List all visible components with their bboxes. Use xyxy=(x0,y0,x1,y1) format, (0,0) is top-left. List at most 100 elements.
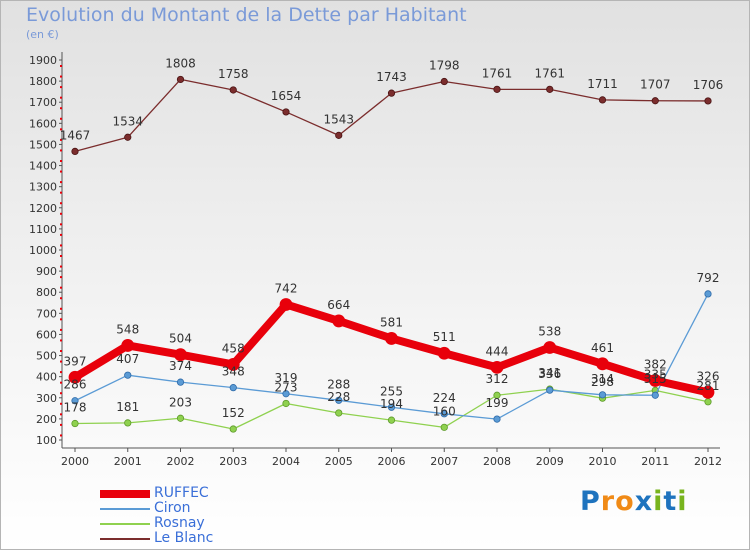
y-minor-tick xyxy=(60,138,62,141)
y-minor-tick xyxy=(60,75,62,78)
x-tick-label: 2008 xyxy=(483,455,511,468)
y-minor-tick xyxy=(60,223,62,226)
x-tick-label: 2001 xyxy=(114,455,142,468)
data-label-le-blanc: 1798 xyxy=(429,59,460,73)
series-layer xyxy=(68,75,715,433)
y-tick-label: 800 xyxy=(36,286,57,299)
data-point-ruffec xyxy=(226,358,240,371)
data-point-ruffec xyxy=(68,370,82,384)
y-tick-label: 300 xyxy=(36,392,57,405)
legend-swatch xyxy=(100,508,150,510)
data-label-ruffec: 397 xyxy=(64,354,87,368)
data-label-le-blanc: 1707 xyxy=(640,78,671,92)
data-point-le-blanc xyxy=(124,133,132,141)
y-minor-tick xyxy=(60,318,62,321)
data-label-ruffec: 538 xyxy=(538,325,561,339)
data-label-rosnay: 273 xyxy=(275,380,298,394)
data-label-ciron: 255 xyxy=(380,384,403,398)
data-label-le-blanc: 1706 xyxy=(693,78,724,92)
legend-swatch xyxy=(100,490,150,498)
series-ciron xyxy=(71,290,712,423)
data-point-ciron xyxy=(704,290,712,298)
data-point-le-blanc xyxy=(282,108,290,116)
y-tick-label: 1300 xyxy=(29,181,57,194)
data-label-rosnay: 228 xyxy=(327,390,350,404)
data-label-le-blanc: 1467 xyxy=(60,128,91,142)
data-label-rosnay: 312 xyxy=(486,372,509,386)
data-label-ciron: 286 xyxy=(64,378,87,392)
y-minor-tick xyxy=(60,128,62,131)
y-tick-label: 1100 xyxy=(29,223,57,236)
legend-swatch xyxy=(100,538,150,540)
data-label-rosnay: 178 xyxy=(64,401,87,415)
y-minor-tick xyxy=(60,160,62,162)
data-point-ciron xyxy=(546,386,554,394)
y-minor-tick xyxy=(60,423,62,426)
data-label-le-blanc: 1534 xyxy=(112,114,143,128)
data-point-ciron xyxy=(493,415,501,423)
x-tick-label: 2012 xyxy=(694,455,722,468)
chart-subtitle: (en €) xyxy=(26,28,59,41)
x-tick-label: 2004 xyxy=(272,455,300,468)
data-point-ruffec xyxy=(543,341,557,354)
series-ruffec xyxy=(68,298,715,399)
y-tick-label: 1000 xyxy=(29,244,57,257)
data-point-ciron xyxy=(71,397,79,405)
data-point-rosnay xyxy=(493,391,501,399)
x-tick-label: 2002 xyxy=(167,455,195,468)
data-label-le-blanc: 1758 xyxy=(218,67,249,81)
data-label-le-blanc: 1761 xyxy=(534,66,565,80)
axes: 100 200 300 400 500 600 700 800 900 1000 1100 1200 1… xyxy=(29,52,722,468)
y-tick-label: 1500 xyxy=(29,138,57,151)
y-tick-label: 1200 xyxy=(29,202,57,215)
data-point-rosnay xyxy=(124,419,132,427)
y-minor-tick xyxy=(60,233,62,236)
y-minor-tick xyxy=(60,360,62,363)
data-label-le-blanc: 1654 xyxy=(271,89,302,103)
data-point-rosnay xyxy=(176,414,185,422)
data-label-ciron: 348 xyxy=(222,365,245,379)
data-point-ciron xyxy=(229,384,237,392)
data-point-le-blanc xyxy=(387,89,396,97)
data-label-ciron: 319 xyxy=(275,371,298,385)
y-minor-tick xyxy=(60,276,62,279)
data-point-ruffec xyxy=(279,298,293,311)
y-tick-label: 1400 xyxy=(29,160,57,173)
data-point-ruffec xyxy=(648,374,662,387)
chart-title: Evolution du Montant de la Dette par Hab… xyxy=(26,4,467,26)
y-tick-label: 500 xyxy=(36,350,57,363)
data-label-ruffec: 382 xyxy=(644,357,667,371)
data-label-ruffec: 511 xyxy=(433,330,456,344)
data-label-rosnay: 298 xyxy=(591,375,614,389)
data-label-rosnay: 341 xyxy=(538,366,561,380)
legend-label: RUFFEC xyxy=(154,485,209,501)
logo-letter: t xyxy=(663,486,678,517)
data-point-ciron xyxy=(124,371,132,379)
data-point-ciron xyxy=(335,396,343,404)
data-point-le-blanc xyxy=(71,147,79,156)
data-point-ruffec xyxy=(701,385,715,399)
data-label-ciron: 407 xyxy=(116,352,139,366)
data-label-ruffec: 581 xyxy=(380,315,403,329)
y-minor-tick xyxy=(60,286,62,289)
data-label-rosnay: 152 xyxy=(222,406,245,420)
y-tick-label: 100 xyxy=(36,434,57,447)
data-label-le-blanc: 1711 xyxy=(587,77,618,91)
legend-label: Le Blanc xyxy=(154,530,214,546)
logo-letter: i xyxy=(677,486,688,517)
y-tick-label: 200 xyxy=(36,413,57,426)
y-minor-tick xyxy=(60,328,62,331)
y-minor-tick xyxy=(60,371,62,374)
data-labels: 3975485044587426645815114445384613823262… xyxy=(60,56,724,420)
y-minor-tick xyxy=(60,202,62,205)
logo-letter: i xyxy=(653,486,664,517)
data-label-ruffec: 326 xyxy=(697,369,720,383)
y-tick-label: 700 xyxy=(36,307,57,320)
data-label-ruffec: 664 xyxy=(327,298,350,312)
data-point-rosnay xyxy=(704,398,712,406)
y-minor-tick xyxy=(60,107,62,110)
y-tick-label: 900 xyxy=(36,265,57,278)
series-le-blanc xyxy=(71,75,712,156)
data-label-ciron: 792 xyxy=(697,271,720,285)
